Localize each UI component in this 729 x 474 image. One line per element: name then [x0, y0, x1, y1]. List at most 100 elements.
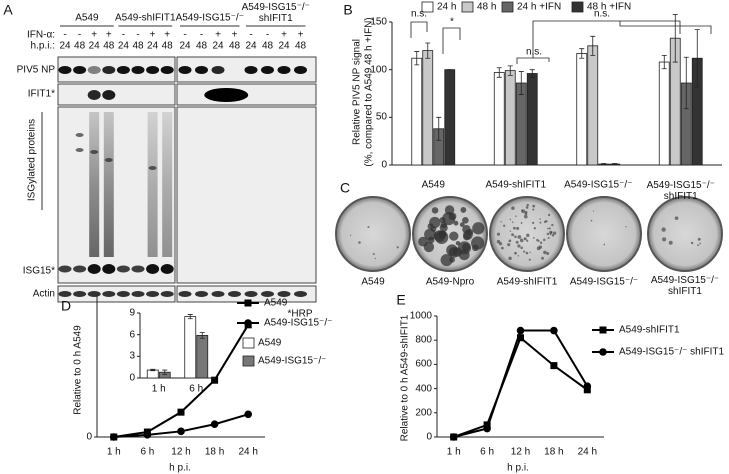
plaque	[418, 236, 428, 247]
x-tick-label: 12 h	[171, 446, 191, 458]
plaque	[525, 251, 529, 255]
bar	[587, 45, 599, 166]
y-axis-label: Relative to 0 h A549	[72, 325, 84, 415]
blot-band	[146, 66, 160, 74]
y-tick-label: 3	[129, 350, 135, 362]
plaque	[453, 220, 459, 226]
lane-ifn: -	[183, 29, 187, 41]
blot-band	[244, 291, 258, 297]
lane-ifn: -	[199, 29, 204, 41]
error-bar	[694, 29, 700, 88]
plaque	[551, 234, 555, 237]
y-tick-label: 0	[381, 159, 387, 171]
lane-ifn: +	[91, 29, 98, 41]
blot-band	[104, 158, 113, 162]
lane-ifn: -	[121, 29, 126, 41]
blot-band	[73, 291, 87, 297]
blot-band	[195, 291, 208, 297]
line	[453, 329, 589, 438]
row-label: ISG15*	[22, 265, 55, 277]
blot-smear	[162, 112, 173, 257]
blot-smear	[89, 112, 100, 257]
plaque	[524, 210, 528, 214]
lane-ifn: -	[265, 29, 270, 41]
plaque	[532, 204, 536, 208]
plaque	[550, 231, 553, 234]
legend-label: 24 h +IFN	[517, 1, 562, 13]
lane-ifn: -	[63, 29, 67, 41]
plaque	[699, 242, 701, 245]
plaque	[442, 212, 456, 226]
y-tick-label: 150	[370, 16, 387, 28]
x-axis-label: h p.i.	[507, 462, 529, 474]
plaque	[532, 221, 535, 225]
plate-label: A549-ISG15⁻/⁻ shIFIT1	[650, 275, 720, 297]
blot-band	[228, 291, 241, 297]
row-label: Actin	[32, 288, 55, 300]
annotation: n.s.	[525, 46, 543, 58]
plaque	[439, 223, 448, 232]
plaque	[532, 208, 535, 211]
legend-label: 24 h	[437, 1, 457, 13]
lane-hpi: 48	[195, 40, 208, 52]
blot-smear	[147, 112, 158, 257]
marker	[583, 382, 592, 390]
plate	[335, 196, 411, 272]
plaque	[440, 253, 453, 267]
plaque	[358, 241, 361, 244]
x-tick-label: A549-ISG15⁻/⁻ shIFIT1	[646, 180, 715, 202]
plaque	[528, 258, 531, 261]
group-label: A549-shIFIT1	[115, 12, 176, 24]
x-tick-label: 1 h	[106, 446, 121, 458]
blot-band	[116, 265, 130, 273]
plaque	[549, 233, 552, 236]
marker	[483, 424, 491, 433]
error-bar	[529, 69, 535, 78]
plaque	[461, 243, 471, 252]
legend-label: A549	[258, 337, 282, 349]
plaque	[519, 238, 524, 243]
plaque	[462, 216, 469, 224]
lane-hpi: 24	[179, 40, 191, 52]
annotation: n.s.	[593, 8, 611, 20]
blot-band	[116, 66, 130, 74]
plaque	[546, 232, 550, 236]
legend-label: A549-ISG15⁻/⁻	[258, 355, 327, 367]
blot-band	[277, 66, 291, 74]
plaque	[517, 244, 521, 248]
bar	[444, 69, 456, 166]
y-tick-label: 50	[375, 111, 387, 123]
blot-band	[261, 291, 274, 297]
x-tick-label: 18 h	[544, 446, 564, 458]
plaque	[503, 224, 506, 227]
legend-marker	[599, 348, 607, 356]
plaque	[511, 206, 515, 210]
plaque	[472, 244, 479, 252]
legend-swatch	[461, 1, 474, 13]
blot-band	[211, 66, 225, 74]
y-axis-label: Relative PIV5 NP signal	[351, 39, 363, 145]
blot-band	[178, 291, 192, 297]
plaque	[520, 222, 523, 224]
x-tick-label: 6 h	[480, 446, 495, 458]
marker	[211, 376, 219, 384]
plaque	[374, 257, 376, 260]
plate-label: A549-Npro	[425, 276, 475, 288]
plaque	[539, 241, 543, 244]
panel-letter: D	[60, 297, 72, 314]
plaque	[496, 239, 501, 244]
blot-band	[58, 291, 72, 297]
marker	[143, 431, 152, 439]
blot-band	[146, 264, 160, 274]
annotation: *	[450, 16, 454, 28]
y-tick-label: 0	[426, 431, 432, 443]
lane-hpi: 48	[132, 40, 144, 52]
lane-hpi: 48	[74, 40, 86, 52]
plaque	[533, 227, 537, 230]
plaque	[512, 226, 516, 230]
legend-label: A549	[264, 297, 288, 309]
plaque	[517, 235, 522, 239]
blot-band	[116, 291, 130, 297]
blot-band	[277, 291, 291, 297]
row-label: PIV5 NP	[16, 64, 55, 76]
